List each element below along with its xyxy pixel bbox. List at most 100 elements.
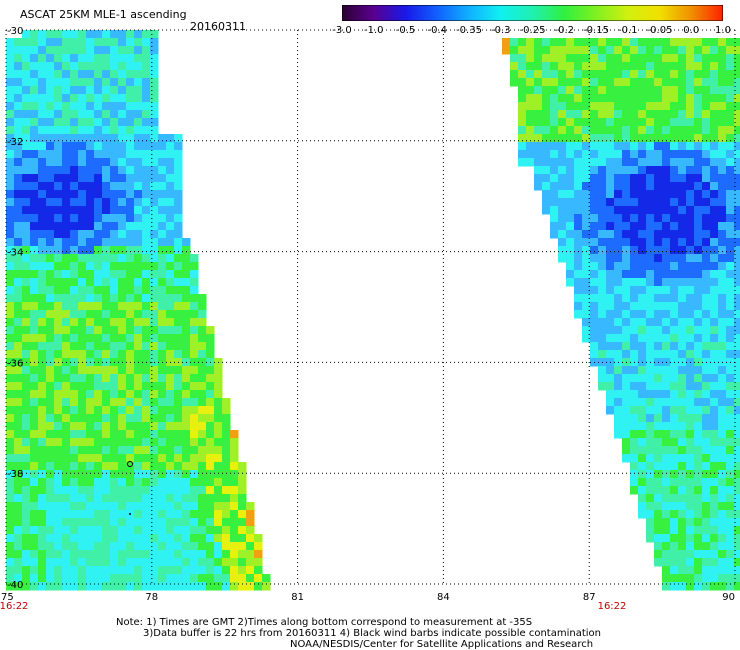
swath-cell [62,150,71,159]
swath-cell [6,78,15,87]
swath-cell [582,62,591,71]
swath-cell [6,454,15,463]
swath-cell [134,342,143,351]
swath-cell [702,318,711,327]
swath-cell [686,166,695,175]
swath-cell [62,430,71,439]
swath-cell [142,142,151,151]
swath-cell [686,46,695,55]
swath-cell [158,414,167,423]
swath-cell [86,214,95,223]
swath-cell [38,406,47,415]
swath-cell [702,542,711,551]
swath-cell [622,118,631,127]
swath-cell [678,182,687,191]
swath-cell [694,478,703,487]
swath-cell [726,318,735,327]
swath-cell [142,374,151,383]
swath-cell [102,350,111,359]
swath-cell [46,30,55,39]
swath-cell [158,374,167,383]
swath-cell [6,374,15,383]
swath-cell [646,182,655,191]
swath-cell [678,526,687,535]
swath-cell [142,46,151,55]
swath-cell [230,446,239,455]
swath-cell [134,94,143,103]
swath-cell [734,206,740,215]
swath-cell [70,182,79,191]
swath-cell [46,326,55,335]
swath-cell [198,574,207,583]
swath-cell [670,46,679,55]
swath-cell [70,486,79,495]
swath-cell [214,574,223,583]
swath-cell [94,214,103,223]
swath-cell [222,534,231,543]
swath-cell [678,518,687,527]
swath-cell [582,142,591,151]
swath-cell [198,366,207,375]
swath-cell [70,478,79,487]
swath-cell [86,46,95,55]
swath-cell [14,294,23,303]
swath-cell [582,86,591,95]
swath-cell [686,390,695,399]
swath-cell [702,166,711,175]
swath-cell [134,198,143,207]
swath-cell [574,230,583,239]
swath-cell [606,342,615,351]
swath-cell [126,254,135,263]
swath-cell [78,350,87,359]
swath-cell [702,270,711,279]
swath-cell [46,78,55,87]
swath-cell [134,574,143,583]
swath-cell [118,206,127,215]
swath-cell [150,342,159,351]
swath-cell [86,430,95,439]
swath-cell [110,342,119,351]
swath-cell [86,182,95,191]
swath-cell [94,502,103,511]
swath-cell [670,126,679,135]
swath-cell [702,78,711,87]
swath-cell [670,118,679,127]
swath-cell [54,534,63,543]
swath-cell [110,550,119,559]
swath-cell [198,526,207,535]
swath-cell [166,238,175,247]
swath-cell [94,70,103,79]
swath-cell [6,470,15,479]
swath-cell [38,350,47,359]
swath-cell [38,182,47,191]
swath-cell [110,230,119,239]
swath-cell [158,134,167,143]
swath-cell [30,246,39,255]
swath-cell [694,94,703,103]
swath-cell [606,278,615,287]
swath-cell [150,542,159,551]
swath-cell [102,46,111,55]
swath-cell [670,374,679,383]
swath-cell [14,246,23,255]
swath-cell [62,214,71,223]
swath-cell [78,510,87,519]
swath-cell [254,534,263,543]
swath-cell [94,526,103,535]
swath-cell [174,222,183,231]
swath-cell [86,294,95,303]
swath-cell [190,294,199,303]
swath-cell [174,574,183,583]
swath-cell [662,374,671,383]
swath-cell [86,454,95,463]
swath-cell [182,574,191,583]
swath-cell [614,422,623,431]
swath-cell [38,110,47,119]
swath-cell [726,366,735,375]
swath-cell [582,326,591,335]
swath-cell [206,582,215,591]
swath-cell [174,182,183,191]
swath-cell [134,510,143,519]
swath-cell [254,542,263,551]
swath-cell [582,206,591,215]
